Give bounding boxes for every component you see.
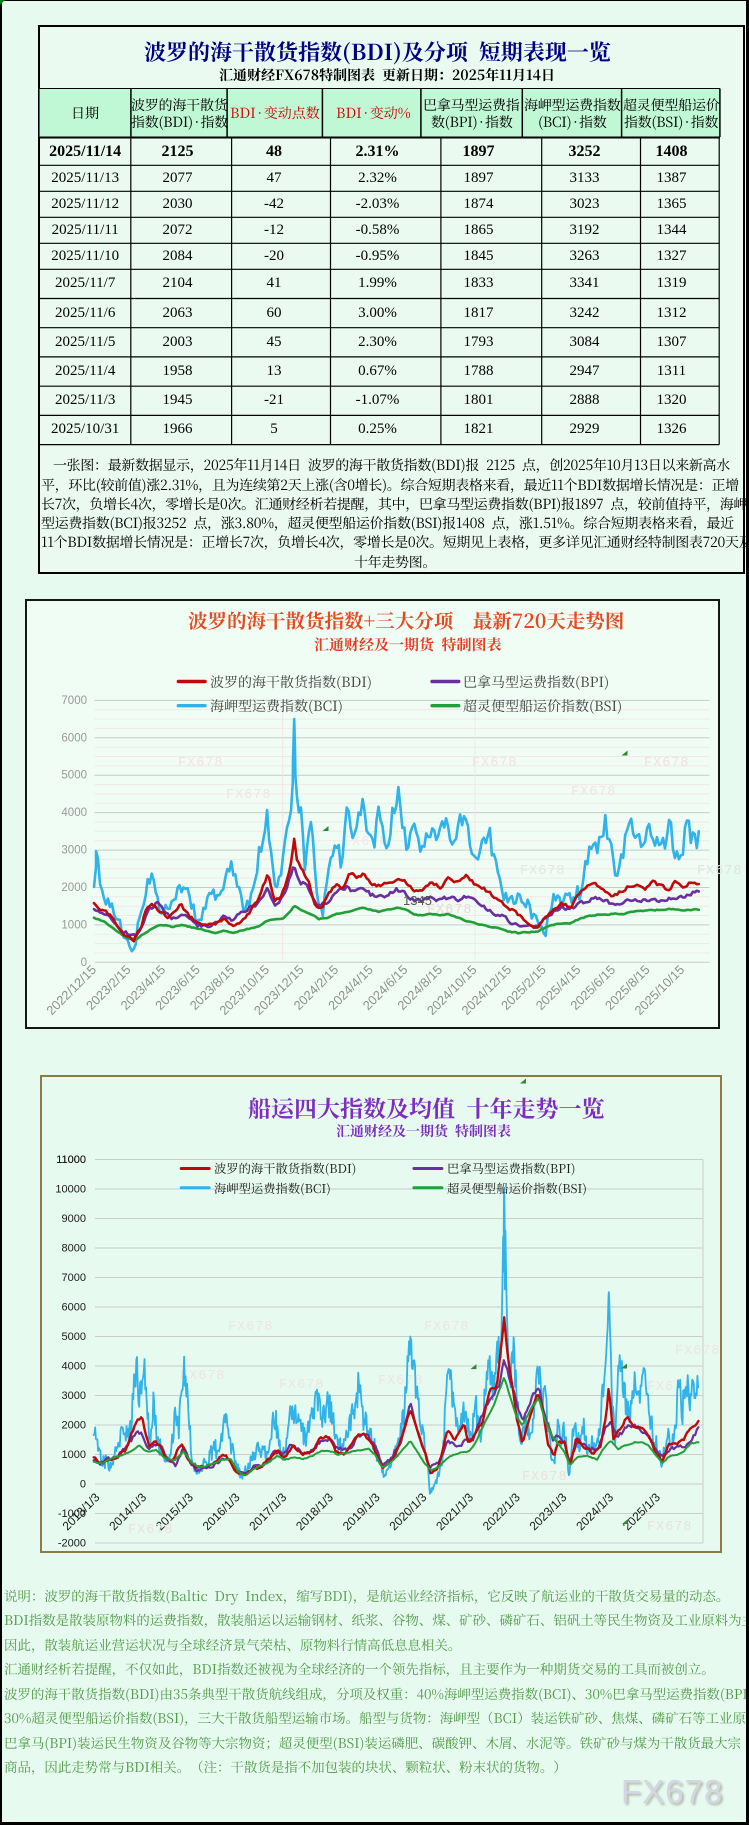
svg-text:2022/1/3: 2022/1/3: [480, 1490, 523, 1533]
svg-text:-2000: -2000: [58, 1537, 86, 1549]
svg-text:2020/1/3: 2020/1/3: [386, 1490, 429, 1533]
svg-text:FX678: FX678: [520, 864, 566, 879]
svg-text:0: 0: [81, 957, 87, 969]
svg-text:FX678: FX678: [571, 785, 617, 800]
svg-text:1345: 1345: [403, 893, 432, 908]
svg-text:FX678: FX678: [644, 756, 690, 771]
svg-text:2023/1/3: 2023/1/3: [527, 1490, 570, 1533]
svg-text:FX678: FX678: [697, 864, 743, 879]
svg-text:2018/1/3: 2018/1/3: [293, 1490, 336, 1533]
svg-text:11000: 11000: [56, 1154, 86, 1166]
svg-text:FX678: FX678: [228, 1320, 274, 1335]
svg-text:FX678: FX678: [424, 1320, 470, 1335]
svg-text:-1000: -1000: [58, 1508, 86, 1520]
svg-text:2000: 2000: [62, 1419, 86, 1431]
svg-text:FX678: FX678: [178, 756, 224, 771]
svg-text:6000: 6000: [62, 1301, 86, 1313]
svg-text:1000: 1000: [61, 919, 87, 931]
svg-text:FX678: FX678: [675, 1344, 721, 1359]
svg-text:7000: 7000: [62, 1272, 86, 1284]
svg-text:2019/1/3: 2019/1/3: [340, 1490, 383, 1533]
svg-text:11000: 11000: [56, 1154, 86, 1166]
svg-text:FX678: FX678: [128, 1523, 174, 1538]
svg-text:FX678: FX678: [378, 1374, 424, 1389]
svg-text:2000: 2000: [61, 882, 87, 894]
svg-text:2016/1/3: 2016/1/3: [200, 1490, 243, 1533]
svg-text:FX678: FX678: [226, 788, 272, 803]
svg-text:9000: 9000: [62, 1213, 86, 1225]
svg-text:2017/1/3: 2017/1/3: [246, 1490, 289, 1533]
svg-text:7000: 7000: [61, 695, 87, 707]
svg-text:FX678: FX678: [279, 1378, 325, 1393]
svg-text:4000: 4000: [61, 807, 87, 819]
svg-text:0: 0: [80, 1478, 86, 1490]
svg-text:FX678: FX678: [180, 1369, 226, 1384]
svg-text:10000: 10000: [55, 1183, 86, 1195]
svg-text:FX678: FX678: [472, 756, 518, 771]
svg-text:2021/1/3: 2021/1/3: [433, 1490, 476, 1533]
svg-text:3000: 3000: [61, 845, 87, 857]
svg-text:4000: 4000: [62, 1360, 86, 1372]
svg-text:6000: 6000: [61, 732, 87, 744]
svg-text:8000: 8000: [62, 1242, 86, 1254]
svg-text:3000: 3000: [62, 1390, 86, 1402]
svg-text:1000: 1000: [62, 1449, 86, 1461]
svg-text:FX678: FX678: [647, 1520, 693, 1535]
svg-text:2024/1/3: 2024/1/3: [573, 1490, 616, 1533]
svg-text:5000: 5000: [61, 770, 87, 782]
svg-text:5000: 5000: [62, 1331, 86, 1343]
svg-text:FX678: FX678: [522, 1470, 568, 1485]
